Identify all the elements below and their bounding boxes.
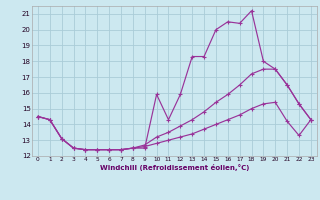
X-axis label: Windchill (Refroidissement éolien,°C): Windchill (Refroidissement éolien,°C) <box>100 164 249 171</box>
